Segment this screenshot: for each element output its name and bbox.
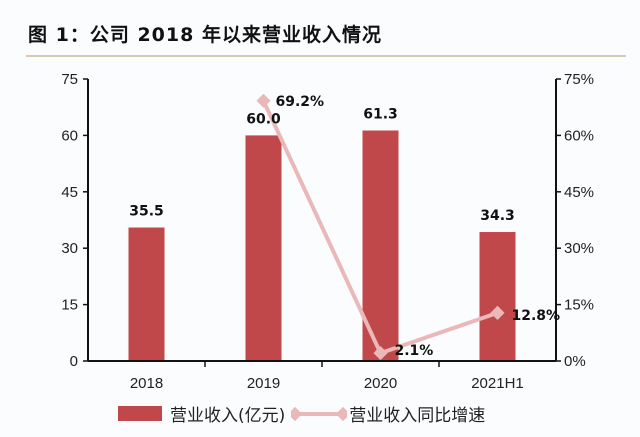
bar-value-label: 35.5 — [129, 204, 164, 220]
legend-marker-right — [336, 406, 348, 421]
left-tick-label: 0 — [70, 353, 78, 370]
legend-bar-swatch — [118, 406, 162, 421]
bar-2019 — [245, 135, 282, 361]
left-tick-label: 15 — [61, 297, 78, 314]
bar-value-label: 60.0 — [246, 111, 281, 127]
bar-2021H1 — [479, 232, 516, 361]
legend-item-growth: 营业收入同比增速 — [291, 401, 485, 426]
legend: 营业收入(亿元) 营业收入同比增速 — [118, 401, 491, 426]
legend-label-growth: 营业收入同比增速 — [349, 406, 486, 426]
right-tick-label: 45% — [564, 184, 594, 201]
right-tick-label: 0% — [564, 353, 586, 370]
x-tick-label: 2018 — [130, 375, 163, 392]
growth-value-label: 12.8% — [512, 308, 561, 324]
growth-marker-2021H1 — [490, 305, 505, 320]
bar-2018 — [128, 227, 165, 361]
growth-marker-2020 — [373, 346, 388, 361]
growth-value-label: 2.1% — [395, 343, 434, 359]
left-tick-label: 75 — [61, 71, 78, 88]
legend-marker-left — [291, 406, 303, 421]
growth-value-label: 69.2% — [276, 94, 325, 110]
title-divider — [26, 55, 626, 57]
legend-label-revenue: 营业收入(亿元) — [170, 406, 286, 426]
x-tick-label: 2019 — [247, 375, 280, 392]
chart-title: 图 1：公司 2018 年以来营业收入情况 — [28, 24, 382, 46]
bar-value-label: 34.3 — [480, 208, 515, 224]
right-tick-label: 75% — [564, 71, 594, 88]
legend-line-swatch — [291, 406, 348, 421]
left-tick-label: 60 — [61, 127, 78, 144]
left-tick-label: 30 — [61, 240, 78, 257]
right-tick-label: 60% — [564, 127, 594, 144]
x-tick-label: 2021H1 — [471, 375, 524, 392]
growth-marker-2019 — [256, 93, 271, 108]
bar-value-label: 61.3 — [363, 107, 398, 123]
right-tick-label: 30% — [564, 240, 594, 257]
right-tick-label: 15% — [564, 297, 594, 314]
left-tick-label: 45 — [61, 184, 78, 201]
x-tick-label: 2020 — [364, 375, 397, 392]
legend-item-revenue: 营业收入(亿元) — [118, 401, 285, 426]
